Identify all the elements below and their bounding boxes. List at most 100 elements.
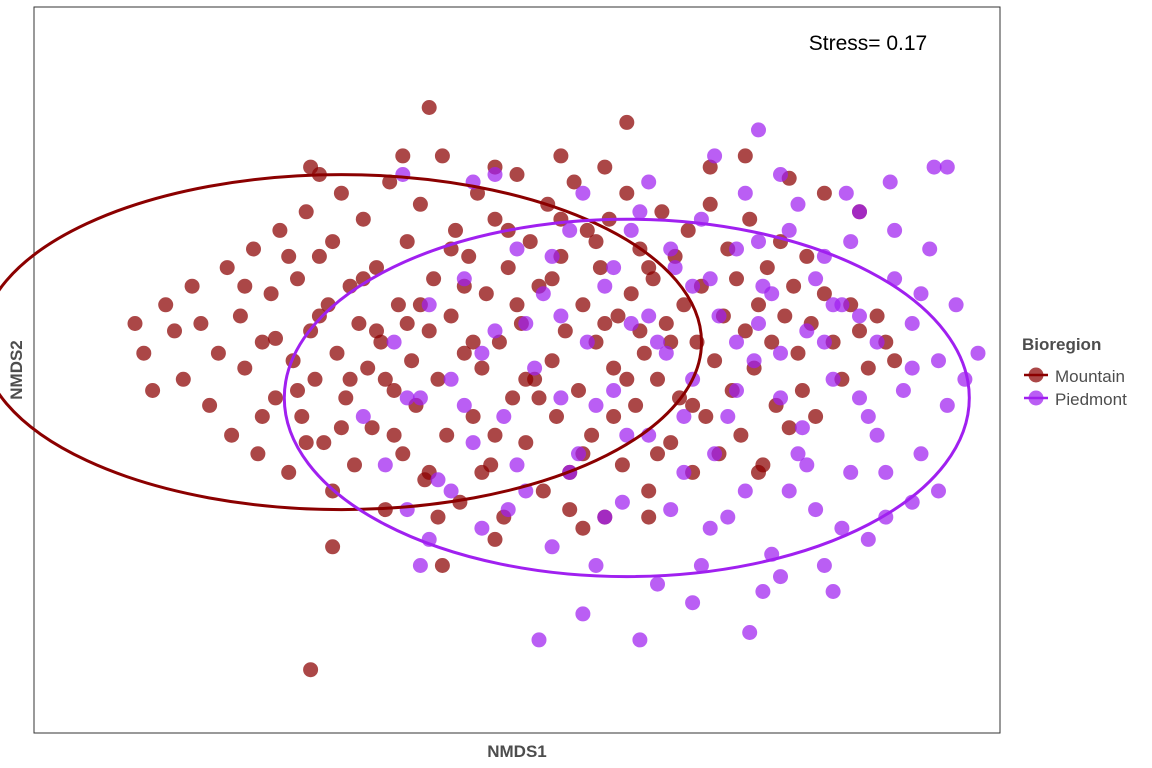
point-piedmont-126	[843, 234, 859, 250]
point-mountain-14	[246, 241, 261, 257]
point-piedmont-101	[707, 446, 723, 462]
point-piedmont-123	[755, 584, 771, 599]
point-mountain-2	[145, 383, 161, 398]
point-piedmont-60	[922, 241, 938, 257]
point-mountain-152	[311, 308, 327, 324]
point-mountain-123	[733, 427, 749, 443]
point-mountain-160	[487, 427, 503, 443]
point-mountain-206	[303, 662, 319, 678]
point-piedmont-125	[816, 558, 832, 573]
point-mountain-53	[426, 271, 442, 287]
point-piedmont-43	[773, 390, 788, 406]
point-mountain-135	[786, 278, 802, 294]
point-piedmont-83	[825, 584, 841, 599]
point-piedmont-132	[676, 409, 692, 424]
point-mountain-38	[360, 360, 376, 376]
point-mountain-106	[658, 316, 674, 331]
point-piedmont-111	[641, 308, 657, 324]
point-mountain-191	[619, 114, 635, 130]
point-piedmont-84	[773, 569, 788, 585]
point-piedmont-95	[509, 457, 525, 473]
point-piedmont-3	[399, 502, 415, 518]
point-mountain-147	[869, 308, 885, 324]
point-piedmont-80	[742, 625, 758, 640]
point-mountain-18	[268, 390, 283, 406]
point-piedmont-136	[773, 345, 788, 361]
point-piedmont-38	[729, 241, 744, 257]
point-piedmont-122	[737, 185, 753, 201]
point-mountain-9	[210, 345, 226, 361]
point-piedmont-104	[808, 271, 824, 287]
point-piedmont-134	[729, 383, 744, 398]
point-mountain-96	[614, 457, 630, 473]
point-piedmont-16	[535, 286, 551, 302]
point-mountain-44	[386, 383, 402, 398]
point-piedmont-57	[895, 383, 911, 398]
point-piedmont-9	[465, 435, 481, 451]
point-piedmont-12	[496, 409, 512, 424]
point-piedmont-109	[904, 360, 920, 376]
point-piedmont-117	[500, 502, 516, 518]
point-piedmont-24	[606, 383, 622, 398]
point-piedmont-11	[487, 323, 503, 339]
point-mountain-67	[487, 211, 503, 227]
point-mountain-193	[395, 148, 411, 164]
point-mountain-205	[575, 520, 591, 536]
point-mountain-136	[790, 345, 806, 361]
point-piedmont-0	[355, 409, 371, 424]
point-piedmont-138	[825, 297, 841, 313]
point-piedmont-135	[751, 234, 766, 250]
legend: Bioregion Mountain Piedmont	[1022, 335, 1127, 409]
point-piedmont-71	[641, 174, 657, 190]
point-piedmont-106	[852, 308, 867, 324]
point-mountain-46	[395, 446, 411, 462]
point-mountain-6	[184, 278, 200, 294]
point-piedmont-1	[377, 457, 393, 473]
point-piedmont-20	[571, 446, 586, 462]
point-mountain-22	[290, 271, 305, 287]
point-mountain-130	[764, 334, 780, 350]
point-piedmont-102	[764, 286, 780, 302]
point-piedmont-61	[931, 353, 946, 369]
point-mountain-186	[588, 234, 604, 250]
point-mountain-145	[852, 323, 867, 339]
point-piedmont-99	[399, 390, 415, 406]
point-mountain-124	[737, 323, 753, 339]
point-mountain-189	[650, 446, 665, 462]
point-piedmont-53	[860, 409, 876, 424]
point-piedmont-68	[838, 185, 854, 201]
point-mountain-181	[474, 464, 490, 480]
point-mountain-55	[434, 148, 450, 164]
point-piedmont-40	[746, 353, 762, 369]
point-mountain-40	[369, 260, 384, 276]
point-mountain-11	[224, 427, 240, 443]
point-mountain-64	[474, 360, 490, 376]
point-mountain-115	[698, 409, 714, 424]
y-axis-title: NMDS2	[7, 340, 26, 400]
point-mountain-192	[421, 100, 437, 115]
point-mountain-150	[268, 330, 283, 346]
point-mountain-10	[219, 260, 235, 276]
stress-annotation: Stress= 0.17	[809, 32, 927, 55]
point-mountain-47	[399, 234, 415, 250]
point-piedmont-25	[614, 494, 630, 510]
point-piedmont-79	[685, 595, 701, 611]
point-piedmont-128	[913, 286, 929, 302]
point-mountain-72	[509, 167, 525, 182]
point-mountain-166	[619, 371, 635, 387]
point-mountain-12	[232, 308, 248, 324]
point-mountain-7	[193, 316, 209, 331]
point-piedmont-10	[474, 520, 490, 536]
point-mountain-138	[799, 248, 815, 264]
point-mountain-85	[566, 174, 582, 190]
point-mountain-165	[597, 316, 613, 331]
point-mountain-175	[342, 371, 358, 387]
point-piedmont-31	[667, 260, 683, 276]
point-mountain-28	[316, 435, 332, 451]
point-mountain-33	[338, 390, 354, 406]
point-piedmont-90	[685, 278, 701, 294]
point-mountain-54	[430, 371, 446, 387]
point-piedmont-120	[693, 558, 709, 573]
point-mountain-159	[465, 334, 481, 350]
point-mountain-110	[676, 297, 692, 313]
